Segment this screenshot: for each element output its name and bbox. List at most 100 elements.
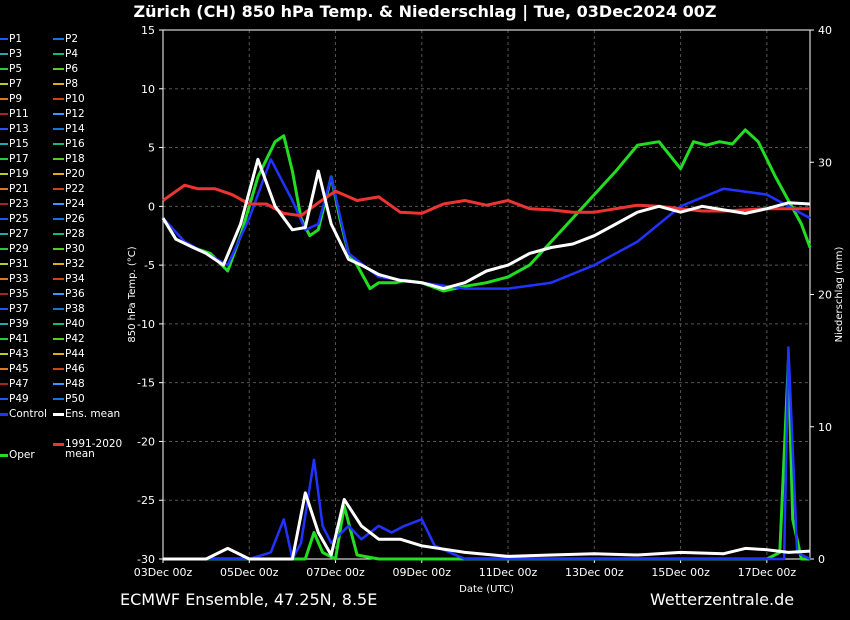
legend-label: P46 [65, 363, 85, 375]
legend-item: P35 [0, 287, 29, 301]
legend-swatch [0, 453, 8, 457]
legend-item: P11 [0, 107, 29, 121]
legend-label: P11 [9, 108, 29, 120]
legend-item: P48 [53, 377, 85, 391]
legend-swatch [53, 353, 64, 355]
legend-item: P16 [53, 137, 85, 151]
legend-label: P1 [9, 33, 23, 45]
legend-label: P36 [65, 288, 85, 300]
legend-item: P18 [53, 152, 85, 166]
legend-label: P49 [9, 393, 29, 405]
legend-label: P35 [9, 288, 29, 300]
legend-swatch [0, 158, 8, 160]
y-left-tick-label: -5 [144, 259, 155, 272]
model-footer: ECMWF Ensemble, 47.25N, 8.5E [120, 590, 378, 609]
legend-swatch [53, 83, 64, 85]
legend-item: P45 [0, 362, 29, 376]
legend-item: P31 [0, 257, 29, 271]
legend-label: Control [9, 408, 47, 420]
x-tick-label: 05Dec 00z [220, 566, 279, 579]
legend-label: P18 [65, 153, 85, 165]
x-tick-label: 13Dec 00z [565, 566, 624, 579]
legend-swatch [53, 203, 64, 205]
legend-swatch [53, 323, 64, 325]
climate-temp-line [162, 183, 810, 218]
legend-label: P13 [9, 123, 29, 135]
legend-swatch [0, 53, 8, 55]
legend-item: P23 [0, 197, 29, 211]
legend-item-control: Control [0, 407, 47, 421]
legend-swatch [0, 143, 8, 145]
legend-label: P17 [9, 153, 29, 165]
legend-swatch [0, 293, 8, 295]
legend-swatch [0, 218, 8, 220]
x-tick-label: 17Dec 00z [738, 566, 797, 579]
legend-swatch [53, 263, 64, 265]
legend-label: P27 [9, 228, 29, 240]
legend-swatch [53, 442, 64, 446]
legend-label: P3 [9, 48, 23, 60]
legend-swatch [0, 233, 8, 235]
y-left-tick-label: 10 [141, 83, 155, 96]
legend-swatch [53, 293, 64, 295]
legend-item: P43 [0, 347, 29, 361]
legend-item: P10 [53, 92, 85, 106]
legend-item: P30 [53, 242, 85, 256]
legend-swatch [53, 53, 64, 55]
legend-swatch [0, 173, 8, 175]
legend-swatch [53, 158, 64, 160]
y-left-axis-label: 850 hPa Temp. (°C) [127, 246, 138, 342]
legend-label: P16 [65, 138, 85, 150]
legend-item: P28 [53, 227, 85, 241]
legend-swatch [53, 68, 64, 70]
oper-precip-line [163, 359, 810, 561]
legend-item: P44 [53, 347, 85, 361]
legend-swatch [53, 308, 64, 310]
legend-label: 1991-2020 mean [65, 438, 123, 460]
legend-swatch [53, 248, 64, 250]
legend-label: P31 [9, 258, 29, 270]
y-right-tick-label: 10 [818, 421, 832, 434]
source-footer: Wetterzentrale.de [650, 590, 795, 609]
legend-item: P15 [0, 137, 29, 151]
legend-label: P19 [9, 168, 29, 180]
legend-swatch [0, 128, 8, 130]
legend-label: P10 [65, 93, 85, 105]
legend-item: P47 [0, 377, 29, 391]
legend-item: P36 [53, 287, 85, 301]
legend-item: P41 [0, 332, 29, 346]
legend-item-ens_mean: Ens. mean [53, 407, 120, 421]
chart-title: Zürich (CH) 850 hPa Temp. & Niederschlag… [133, 2, 717, 21]
legend-item: P17 [0, 152, 29, 166]
legend-swatch [0, 98, 8, 100]
y-left-tick-label: 15 [141, 24, 155, 37]
y-left-tick-label: -15 [137, 377, 155, 390]
legend-item: P46 [53, 362, 85, 376]
legend-swatch [53, 218, 64, 220]
legend-item: P39 [0, 317, 29, 331]
legend-swatch [53, 398, 64, 400]
control-precip-line [163, 346, 811, 561]
y-left-tick-label: -30 [137, 553, 155, 566]
x-tick-label: 11Dec 00z [479, 566, 538, 579]
legend-label: P25 [9, 213, 29, 225]
legend-label: P28 [65, 228, 85, 240]
plot-frame [162, 29, 811, 560]
legend-swatch [53, 412, 64, 416]
legend-label: P34 [65, 273, 85, 285]
y-right-tick-label: 40 [818, 24, 832, 37]
legend-swatch [53, 98, 64, 100]
legend-swatch [53, 188, 64, 190]
y-right-tick-label: 20 [818, 289, 832, 302]
legend-label: P26 [65, 213, 85, 225]
legend-item: P8 [53, 77, 78, 91]
legend-label: P23 [9, 198, 29, 210]
legend-item: P50 [53, 392, 85, 406]
legend-label: P8 [65, 78, 79, 90]
legend-item: P13 [0, 122, 29, 136]
legend-label: P43 [9, 348, 29, 360]
legend-item: P7 [0, 77, 22, 91]
x-tick-label: 15Dec 00z [651, 566, 710, 579]
legend-label: P48 [65, 378, 85, 390]
